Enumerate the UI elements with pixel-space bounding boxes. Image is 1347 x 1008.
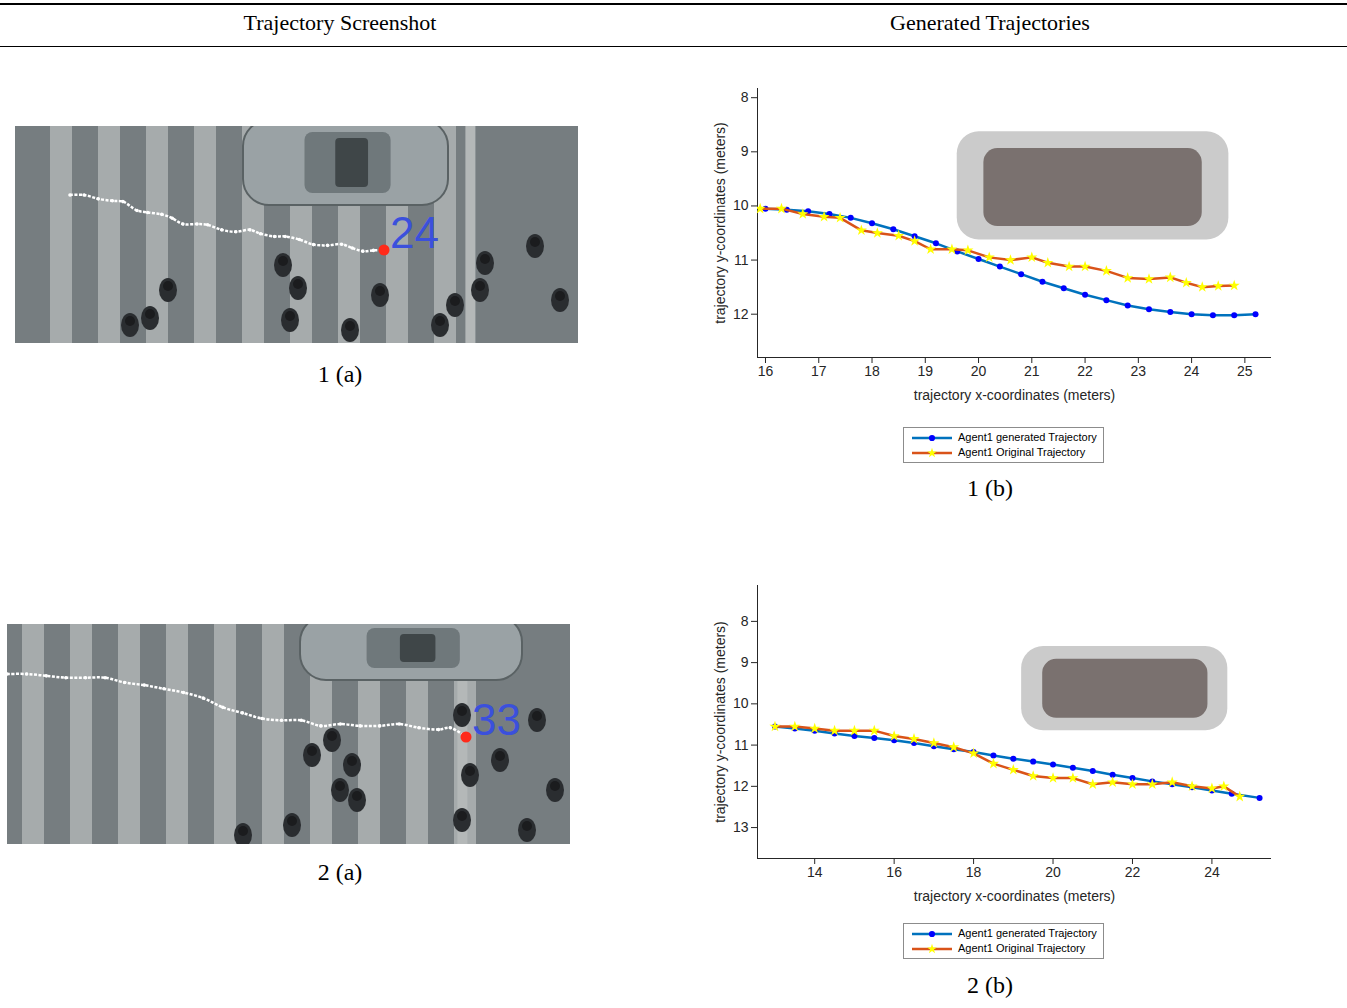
svg-text:17: 17 (811, 363, 827, 379)
svg-text:25: 25 (1237, 363, 1253, 379)
svg-text:18: 18 (864, 363, 880, 379)
svg-text:23: 23 (1131, 363, 1147, 379)
svg-text:18: 18 (966, 864, 982, 880)
svg-text:24: 24 (1184, 363, 1200, 379)
svg-text:11: 11 (734, 252, 749, 268)
svg-text:trajectory y-coordinates (mete: trajectory y-coordinates (meters) (712, 621, 728, 823)
svg-text:12: 12 (733, 306, 749, 322)
html-text:1 (a): 1 (a) (317, 361, 363, 387)
html-text:Agent1 Original Trajectory: Agent1 Original Trajectory (958, 446, 1086, 458)
svg-text:19: 19 (917, 363, 933, 379)
svg-text:20: 20 (971, 363, 987, 379)
svg-text:24: 24 (390, 208, 439, 257)
html-text:Trajectory Screenshot: Trajectory Screenshot (243, 10, 437, 35)
svg-text:13: 13 (733, 819, 749, 835)
svg-text:22: 22 (1077, 363, 1093, 379)
svg-text:9: 9 (741, 143, 749, 159)
svg-text:8: 8 (741, 613, 749, 629)
html-text:2 (b): 2 (b) (967, 972, 1013, 998)
html-text:2 (a): 2 (a) (317, 859, 363, 885)
html-text:Agent1 Original Trajectory: Agent1 Original Trajectory (958, 942, 1086, 954)
html-text:Generated Trajectories: Generated Trajectories (890, 10, 1090, 35)
svg-text:12: 12 (733, 778, 749, 794)
svg-text:10: 10 (733, 197, 749, 213)
svg-text:9: 9 (741, 654, 749, 670)
html-text:Agent1 generated Trajectory: Agent1 generated Trajectory (958, 927, 1097, 939)
svg-text:16: 16 (758, 363, 774, 379)
svg-text:8: 8 (741, 89, 749, 105)
svg-text:16: 16 (886, 864, 902, 880)
svg-text:11: 11 (734, 737, 749, 753)
svg-text:trajectory x-coordinates (mete: trajectory x-coordinates (meters) (914, 888, 1116, 904)
svg-text:20: 20 (1045, 864, 1061, 880)
svg-text:21: 21 (1024, 363, 1040, 379)
svg-text:trajectory y-coordinates (mete: trajectory y-coordinates (meters) (712, 122, 728, 324)
svg-text:33: 33 (472, 695, 521, 744)
html-text:Agent1 generated Trajectory: Agent1 generated Trajectory (958, 431, 1097, 443)
svg-text:14: 14 (807, 864, 823, 880)
svg-text:10: 10 (733, 695, 749, 711)
svg-text:22: 22 (1125, 864, 1141, 880)
html-text:1 (b): 1 (b) (967, 475, 1013, 501)
svg-text:trajectory x-coordinates (mete: trajectory x-coordinates (meters) (914, 387, 1116, 403)
svg-text:24: 24 (1204, 864, 1220, 880)
